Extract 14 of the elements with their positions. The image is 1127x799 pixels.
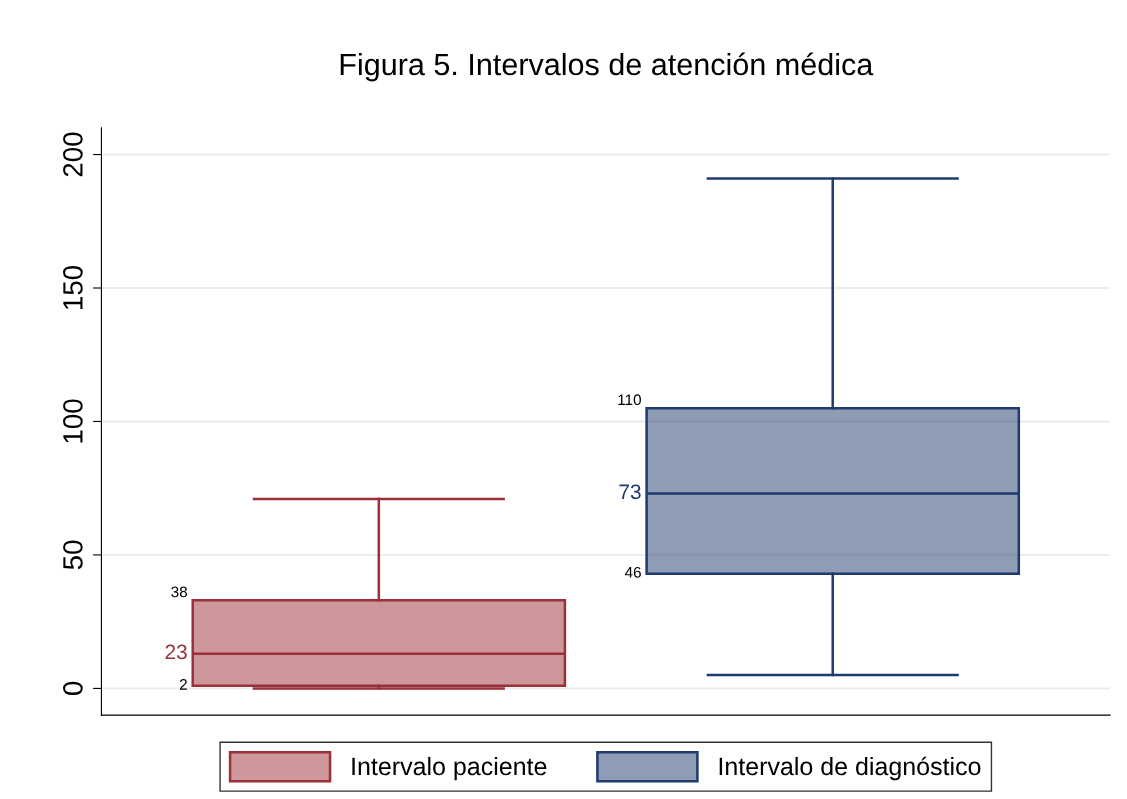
annotation: 110 — [618, 394, 641, 406]
annotation: 73 — [619, 484, 641, 500]
chart-title: Figura 5. Intervalos de atención médica — [340, 52, 874, 82]
annotation: 46 — [624, 566, 641, 578]
legend-label: Intervalo de diagnóstico — [719, 756, 981, 781]
y-tick-label: 0 — [63, 681, 83, 696]
y-tick-label: 100 — [63, 399, 83, 443]
y-tick-label: 200 — [63, 132, 83, 177]
annotation: 2 — [179, 679, 187, 690]
y-tick-label: 150 — [63, 265, 83, 310]
legend-label: Intervalo paciente — [352, 756, 547, 781]
y-tick-label: 50 — [63, 540, 83, 570]
annotation: 23 — [165, 644, 187, 660]
annotation: 38 — [171, 586, 188, 598]
